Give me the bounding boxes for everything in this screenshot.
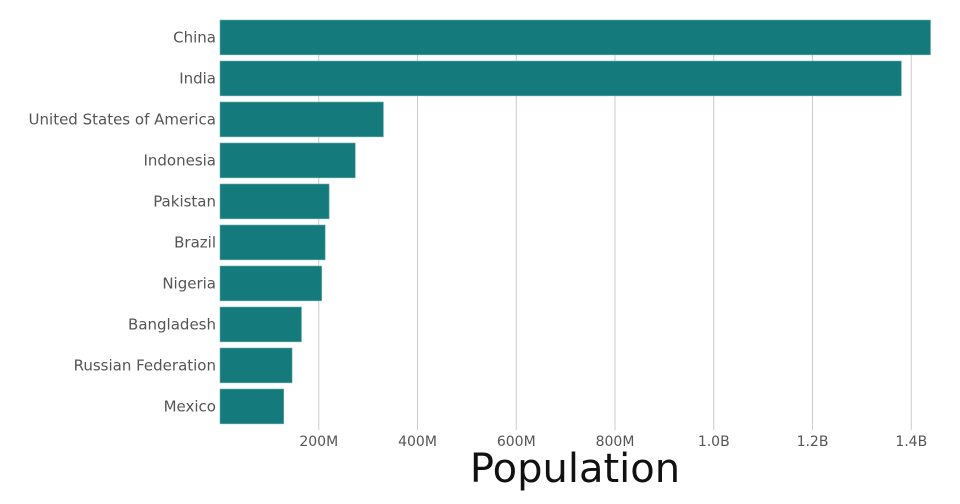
x-tick-label: 600M xyxy=(497,434,536,450)
y-axis-labels: China India United States of America Indone… xyxy=(29,28,216,415)
x-tick-label: 1.4B xyxy=(895,434,927,450)
bar xyxy=(219,388,284,425)
bar xyxy=(219,224,326,261)
bar xyxy=(219,347,293,384)
bars xyxy=(219,19,931,425)
y-tick-label: Nigeria xyxy=(162,274,216,292)
bar xyxy=(219,265,323,302)
y-tick-label: Bangladesh xyxy=(128,315,216,333)
y-tick-label: China xyxy=(173,28,216,46)
x-axis-title: Population xyxy=(470,446,680,492)
x-tick-label: 1.2B xyxy=(797,434,829,450)
bar xyxy=(219,306,302,343)
bar xyxy=(219,60,902,97)
x-tick-label: 1.0B xyxy=(698,434,730,450)
y-tick-label: Pakistan xyxy=(153,192,216,210)
bar xyxy=(219,101,384,138)
y-tick-label: India xyxy=(179,69,216,87)
y-tick-label: Mexico xyxy=(164,397,216,415)
x-tick-label: 200M xyxy=(299,434,338,450)
y-tick-label: Russian Federation xyxy=(74,356,216,374)
bar xyxy=(219,19,931,56)
bar xyxy=(219,142,356,179)
bar xyxy=(219,183,330,220)
x-axis-labels: 200M 400M 600M 800M 1.0B 1.2B 1.4B xyxy=(299,434,927,450)
x-tick-label: 800M xyxy=(596,434,635,450)
x-tick-label: 400M xyxy=(398,434,437,450)
y-tick-label: Indonesia xyxy=(143,151,216,169)
y-tick-label: Brazil xyxy=(174,233,216,251)
y-tick-label: United States of America xyxy=(29,110,216,128)
